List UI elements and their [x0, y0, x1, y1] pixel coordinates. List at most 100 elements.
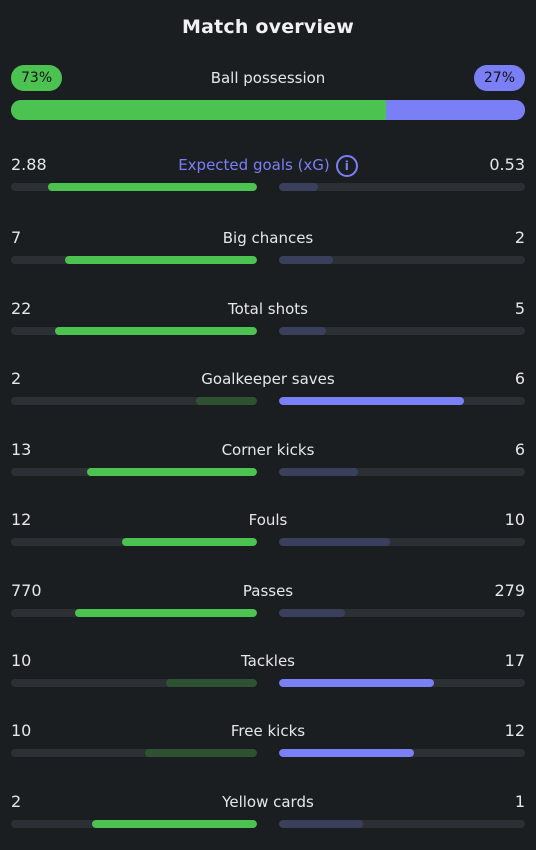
stat-label-text: Passes	[242, 582, 294, 600]
away-value: 2	[514, 228, 525, 247]
away-bar-fill	[279, 820, 363, 828]
stat-label-text: Goalkeeper saves	[201, 370, 335, 388]
home-bar-fill	[165, 679, 257, 687]
away-bar-track	[279, 749, 525, 757]
stat-row-free-kicks: Free kicks 10 12	[11, 719, 525, 769]
home-value: 2	[11, 792, 22, 811]
home-bar-track	[11, 749, 257, 757]
stat-row-big-chances: Big chances 7 2	[11, 226, 525, 276]
away-bar-track	[279, 327, 525, 335]
away-bar-fill	[279, 397, 464, 405]
stat-row-total-shots: Total shots 22 5	[11, 297, 525, 347]
home-bar-track	[11, 183, 257, 191]
stat-label: Total shots	[11, 297, 525, 321]
away-bar-track	[279, 183, 525, 191]
panel-title: Match overview	[181, 16, 355, 38]
away-value: 17	[504, 651, 525, 670]
home-bar-fill	[65, 256, 257, 264]
home-bar-fill	[145, 749, 257, 757]
away-value: 6	[514, 440, 525, 459]
stat-label: Free kicks	[11, 719, 525, 743]
home-bar-track	[11, 327, 257, 335]
stat-label: Big chances	[11, 226, 525, 250]
away-bar-fill	[279, 749, 415, 757]
stat-label: Passes	[11, 579, 525, 603]
home-possession-badge: 73%	[11, 65, 63, 91]
away-value: 279	[494, 581, 525, 600]
home-value: 22	[11, 299, 32, 318]
stat-row-fouls: Fouls 12 10	[11, 508, 525, 558]
stat-label: Tackles	[11, 649, 525, 673]
home-bar-fill	[87, 468, 257, 476]
away-value: 6	[514, 369, 525, 388]
stat-label-text: Free kicks	[230, 722, 306, 740]
home-value: 10	[11, 721, 32, 740]
home-value: 7	[11, 228, 22, 247]
stat-row-tackles: Tackles 10 17	[11, 649, 525, 699]
home-bar-fill	[74, 609, 257, 617]
home-bar-fill	[121, 538, 257, 546]
away-bar-track	[279, 468, 525, 476]
away-bar-fill	[279, 256, 334, 264]
stat-label-text: Big chances	[222, 229, 314, 247]
home-bar-track	[11, 679, 257, 687]
away-bar-fill	[279, 679, 434, 687]
stat-row-goalkeeper-saves: Goalkeeper saves 2 6	[11, 367, 525, 417]
away-value: 1	[514, 792, 525, 811]
away-value: 10	[504, 510, 525, 529]
home-value: 13	[11, 440, 32, 459]
away-bar-track	[279, 256, 525, 264]
home-bar-fill	[55, 327, 257, 335]
away-possession-fill	[386, 100, 525, 120]
away-bar-fill	[279, 327, 326, 335]
stat-label-text: Fouls	[248, 511, 288, 529]
away-bar-track	[279, 538, 525, 546]
away-bar-track	[279, 820, 525, 828]
possession-header: Ball possession 73% 27%	[11, 65, 525, 91]
home-bar-track	[11, 538, 257, 546]
away-bar-track	[279, 609, 525, 617]
away-bar-fill	[279, 538, 390, 546]
away-bar-fill	[279, 183, 319, 191]
home-possession-fill	[11, 100, 387, 120]
info-icon[interactable]: i	[335, 154, 358, 177]
stat-label: Yellow cards	[11, 790, 525, 814]
home-bar-track	[11, 468, 257, 476]
away-bar-track	[279, 679, 525, 687]
home-value: 770	[11, 581, 42, 600]
possession-bar	[11, 100, 525, 120]
stat-row-passes: Passes 770 279	[11, 579, 525, 629]
away-value: 12	[504, 721, 525, 740]
away-value: 5	[514, 299, 525, 318]
stat-label-text: Total shots	[228, 300, 308, 318]
stat-label: Corner kicks	[11, 438, 525, 462]
away-bar-fill	[279, 609, 346, 617]
away-value: 0.53	[489, 155, 525, 174]
home-value: 2.88	[11, 155, 47, 174]
home-bar-track	[11, 397, 257, 405]
home-bar-fill	[92, 820, 257, 828]
home-bar-track	[11, 820, 257, 828]
home-value: 10	[11, 651, 32, 670]
stat-label[interactable]: Expected goals (xG) i	[11, 153, 525, 177]
home-bar-track	[11, 609, 257, 617]
stat-label-text: Corner kicks	[221, 441, 315, 459]
stat-label-text: Tackles	[240, 652, 296, 670]
stat-row-xg: Expected goals (xG) i 2.88 0.53	[11, 153, 525, 203]
home-bar-fill	[195, 397, 257, 405]
possession-label: Ball possession	[210, 69, 326, 87]
stat-label-text: Yellow cards	[222, 793, 314, 811]
stat-label: Goalkeeper saves	[11, 367, 525, 391]
stat-row-corner-kicks: Corner kicks 13 6	[11, 438, 525, 488]
away-bar-fill	[279, 468, 358, 476]
stat-label-text: Expected goals (xG)	[178, 156, 330, 174]
home-value: 2	[11, 369, 22, 388]
stat-row-yellow-cards: Yellow cards 2 1	[11, 790, 525, 840]
home-bar-fill	[47, 183, 257, 191]
away-bar-track	[279, 397, 525, 405]
away-possession-badge: 27%	[473, 65, 525, 91]
stat-label: Fouls	[11, 508, 525, 532]
home-value: 12	[11, 510, 32, 529]
home-bar-track	[11, 256, 257, 264]
